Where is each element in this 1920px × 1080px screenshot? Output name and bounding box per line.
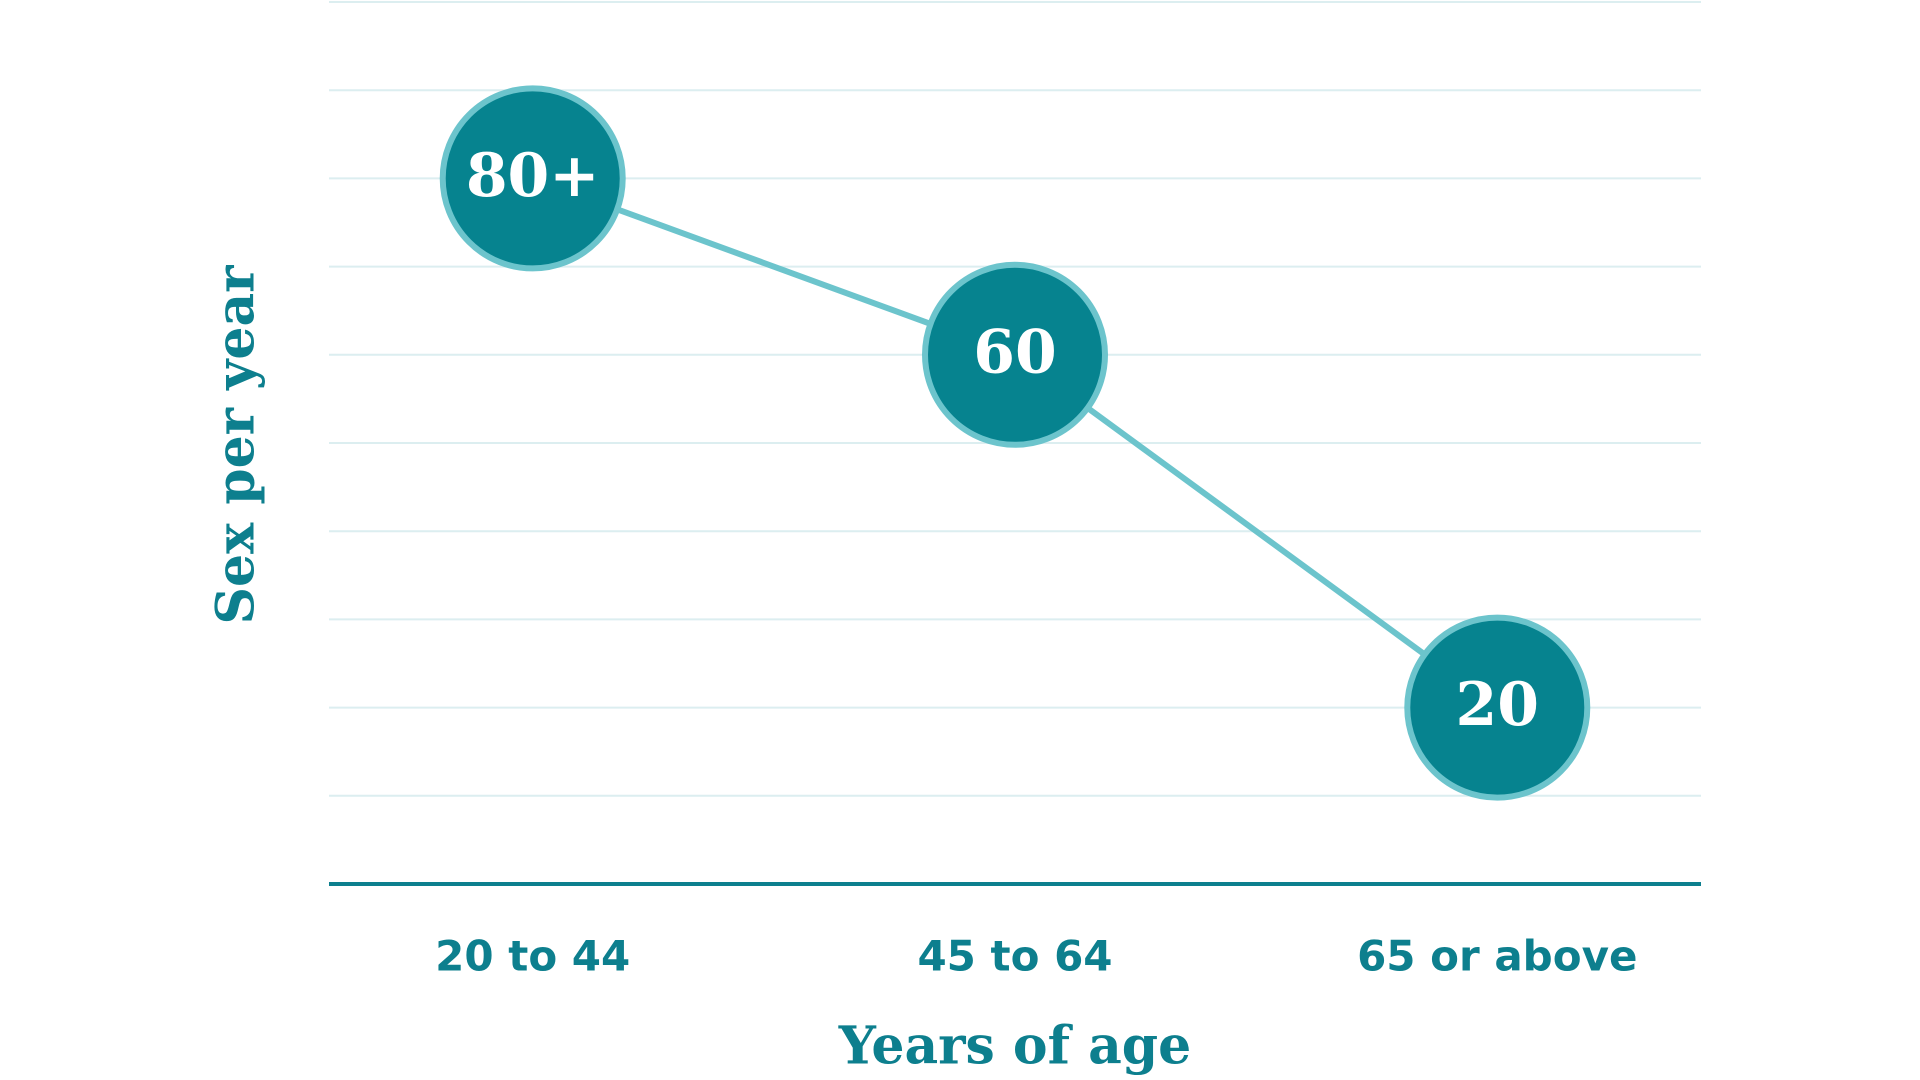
x-axis-title: Years of age: [838, 1016, 1191, 1077]
point-marker: [1404, 614, 1591, 801]
y-axis-title: Sex per year: [206, 265, 267, 625]
data-label: 20: [1456, 670, 1540, 740]
x-tick-label: 65 or above: [1357, 932, 1637, 981]
data-label: 60: [973, 317, 1057, 387]
point-marker: [439, 85, 626, 272]
x-tick-label: 45 to 64: [917, 932, 1112, 981]
x-tick-label: 20 to 44: [435, 932, 630, 981]
data-label: 80+: [466, 141, 600, 211]
point-marker: [922, 261, 1108, 448]
